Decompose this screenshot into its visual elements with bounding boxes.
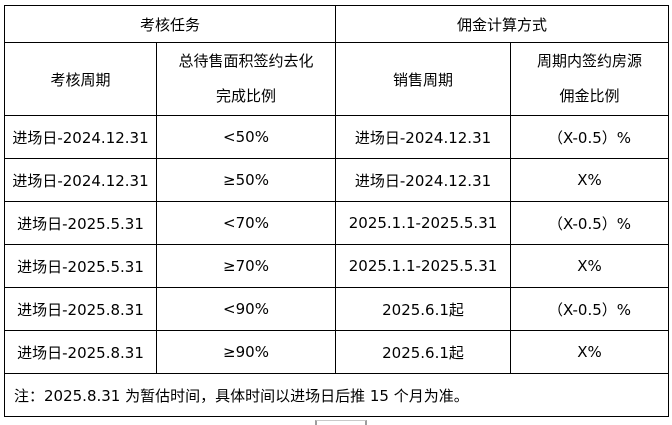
commission-rate-cell: （X-0.5）% [510,201,670,245]
completion-ratio-cell: <50% [155,115,337,159]
sales-period-cell: 进场日-2024.12.31 [335,115,512,159]
sales-period-cell: 2025.6.1起 [335,330,512,374]
assessment-period-header: 考核周期 [4,42,157,116]
table-resize-handle [315,420,367,425]
assessment-period-cell: 进场日-2025.8.31 [4,330,157,374]
sales-period-cell: 2025.6.1起 [335,287,512,331]
table-row: 进场日-2024.12.31 <50% 进场日-2024.12.31 （X-0.… [4,115,670,159]
sales-period-header: 销售周期 [335,42,512,116]
commission-rate-cell: X% [510,244,670,288]
commission-rate-header-line2: 佣金比例 [559,87,620,105]
completion-ratio-header-line1: 总待售面积签约去化 [178,52,314,70]
commission-rate-cell: （X-0.5）% [510,287,670,331]
table-header-row-1: 考核任务 佣金计算方式 [3,5,670,43]
table-row: 进场日-2025.8.31 <90% 2025.6.1起 （X-0.5）% [4,287,670,331]
assessment-task-header: 考核任务 [3,5,337,43]
note-text: 注：2025.8.31 为暂估时间，具体时间以进场日后推 15 个月为准。 [3,373,670,417]
commission-method-header: 佣金计算方式 [335,5,670,43]
completion-ratio-cell: ≥70% [155,244,337,288]
completion-ratio-header-line2: 完成比例 [216,87,277,105]
sales-period-cell: 2025.1.1-2025.5.31 [335,201,512,245]
table-row: 进场日-2025.5.31 ≥70% 2025.1.1-2025.5.31 X% [4,244,670,288]
table-row: 进场日-2024.12.31 ≥50% 进场日-2024.12.31 X% [4,158,670,202]
completion-ratio-header: 总待售面积签约去化 完成比例 [155,42,337,116]
commission-rate-cell: （X-0.5）% [510,115,670,159]
sales-period-cell: 2025.1.1-2025.5.31 [335,244,512,288]
assessment-period-cell: 进场日-2025.5.31 [4,201,157,245]
sales-period-cell: 进场日-2024.12.31 [335,158,512,202]
completion-ratio-cell: <70% [155,201,337,245]
table-note-row: 注：2025.8.31 为暂估时间，具体时间以进场日后推 15 个月为准。 [3,373,670,417]
commission-rate-cell: X% [510,330,670,374]
assessment-period-cell: 进场日-2024.12.31 [4,158,157,202]
table-row: 进场日-2025.5.31 <70% 2025.1.1-2025.5.31 （X… [4,201,670,245]
completion-ratio-cell: ≥50% [155,158,337,202]
assessment-period-cell: 进场日-2025.8.31 [4,287,157,331]
table-header-row-2: 考核周期 总待售面积签约去化 完成比例 销售周期 周期内签约房源 佣金比例 [4,42,670,116]
completion-ratio-cell: ≥90% [155,330,337,374]
commission-rate-header-line1: 周期内签约房源 [537,52,643,70]
completion-ratio-cell: <90% [155,287,337,331]
commission-rate-cell: X% [510,158,670,202]
commission-rate-header: 周期内签约房源 佣金比例 [510,42,670,116]
commission-table: 考核任务 佣金计算方式 考核周期 总待售面积签约去化 完成比例 销售周期 周期内… [3,5,670,417]
table-row: 进场日-2025.8.31 ≥90% 2025.6.1起 X% [4,330,670,374]
assessment-period-cell: 进场日-2025.5.31 [4,244,157,288]
assessment-period-cell: 进场日-2024.12.31 [4,115,157,159]
